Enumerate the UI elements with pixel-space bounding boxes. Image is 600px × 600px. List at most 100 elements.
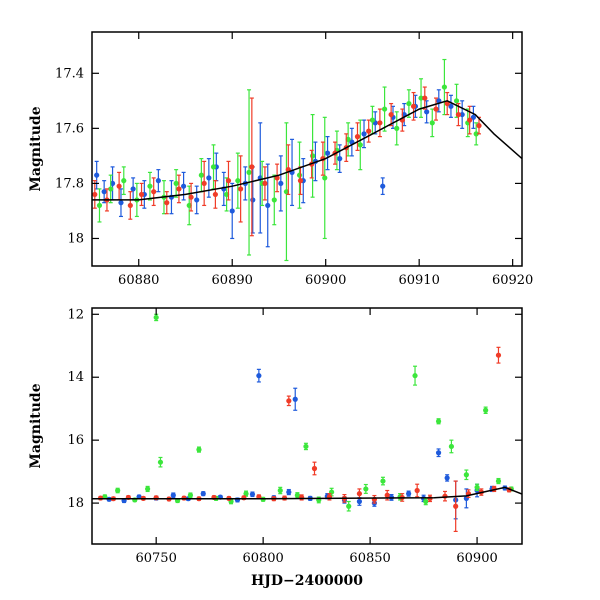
data-point-blue xyxy=(286,488,292,496)
data-point-blue xyxy=(349,127,355,157)
y-tick-label: 14 xyxy=(67,370,84,385)
data-point-blue xyxy=(168,180,175,215)
x-tick-label: 60920 xyxy=(492,273,533,288)
data-point-green xyxy=(483,406,489,415)
data-point-green xyxy=(277,486,283,495)
data-point-red xyxy=(188,182,194,212)
data-point-blue xyxy=(380,177,386,196)
top-panel-ylabel: Magnitude xyxy=(28,106,44,191)
data-point-blue xyxy=(435,448,442,458)
data-point-green xyxy=(346,500,352,512)
data-point-red xyxy=(138,182,145,207)
data-point-blue xyxy=(292,387,298,411)
data-point-red xyxy=(455,102,462,127)
x-tick-label: 60900 xyxy=(456,551,497,566)
data-point-blue xyxy=(337,144,343,173)
data-point-green xyxy=(303,442,309,451)
data-point-red xyxy=(286,395,292,407)
data-point-green xyxy=(412,365,418,386)
data-point-green xyxy=(115,487,121,494)
bottom-panel-model-curve xyxy=(92,486,522,500)
data-point-blue xyxy=(265,163,271,248)
data-point-red xyxy=(377,108,383,138)
data-point-red xyxy=(225,160,232,201)
data-point-green xyxy=(246,89,252,256)
data-point-blue xyxy=(448,94,454,118)
bottom-panel-full-light-curve: 60750 60800 60850 60900 12 14 16 18 Magnitude H… xyxy=(28,307,523,589)
data-point-red xyxy=(311,461,318,476)
data-point-green xyxy=(121,166,127,196)
data-point-red xyxy=(164,191,170,215)
data-point-green xyxy=(363,483,369,494)
data-point-green xyxy=(357,119,363,171)
data-point-green xyxy=(418,78,424,118)
data-point-red xyxy=(410,91,417,121)
data-point-green xyxy=(448,439,455,454)
data-point-green xyxy=(271,174,277,226)
data-point-red xyxy=(433,97,439,121)
data-point-blue xyxy=(249,491,256,498)
data-point-red xyxy=(201,160,207,207)
data-point-green xyxy=(406,89,412,118)
data-point-green xyxy=(296,141,303,209)
data-point-red xyxy=(354,122,361,151)
y-tick-label: 18 xyxy=(67,231,84,246)
data-point-blue xyxy=(155,169,161,193)
data-point-red xyxy=(388,102,394,127)
data-point-green xyxy=(463,469,469,481)
top-panel-data-points xyxy=(92,58,482,262)
data-point-green xyxy=(429,108,435,138)
data-point-green xyxy=(198,158,204,193)
y-tick-label: 17.6 xyxy=(55,121,84,136)
data-point-red xyxy=(127,191,133,220)
data-point-blue xyxy=(406,490,412,497)
data-point-red xyxy=(467,105,473,135)
data-point-blue xyxy=(289,138,295,207)
data-point-green xyxy=(473,122,479,146)
bottom-panel-ticks: 60750 60800 60850 60900 12 14 16 18 xyxy=(67,307,522,566)
data-point-green xyxy=(173,169,179,198)
x-tick-label: 60750 xyxy=(135,551,176,566)
data-point-green xyxy=(145,485,151,493)
data-point-red xyxy=(212,180,218,209)
x-tick-label: 60900 xyxy=(305,273,346,288)
data-point-blue xyxy=(444,474,450,482)
data-point-green xyxy=(187,492,194,499)
data-point-red xyxy=(176,174,182,204)
data-point-red xyxy=(366,119,372,143)
data-point-blue xyxy=(470,105,476,129)
data-point-red xyxy=(151,177,157,207)
data-point-green xyxy=(394,111,400,146)
top-panel-frame xyxy=(91,31,523,267)
x-tick-label: 60910 xyxy=(398,273,439,288)
bottom-panel-xlabel: HJD−2400000 xyxy=(251,573,363,589)
data-point-green xyxy=(369,105,376,135)
data-point-red xyxy=(442,490,448,502)
y-tick-label: 17.8 xyxy=(55,176,84,191)
data-point-green xyxy=(495,477,502,485)
data-point-green xyxy=(435,418,442,425)
data-point-green xyxy=(474,483,480,492)
data-point-green xyxy=(381,86,388,132)
data-point-red xyxy=(297,166,304,196)
data-point-green xyxy=(196,446,202,453)
data-point-blue xyxy=(206,158,212,198)
data-point-red xyxy=(414,483,420,498)
data-point-red xyxy=(241,495,247,501)
data-point-blue xyxy=(256,368,262,383)
data-point-red xyxy=(422,86,428,110)
data-point-green xyxy=(96,188,103,223)
data-point-blue xyxy=(130,177,136,201)
bottom-panel-frame xyxy=(91,307,523,545)
data-point-green xyxy=(322,116,328,240)
data-point-red xyxy=(384,489,390,501)
data-point-blue xyxy=(170,492,176,499)
data-point-red xyxy=(153,495,159,501)
data-point-blue xyxy=(278,155,284,212)
data-point-blue xyxy=(459,100,465,129)
data-point-red xyxy=(238,155,244,223)
data-point-green xyxy=(441,58,448,116)
data-point-green xyxy=(235,152,241,209)
data-point-green xyxy=(243,490,249,497)
